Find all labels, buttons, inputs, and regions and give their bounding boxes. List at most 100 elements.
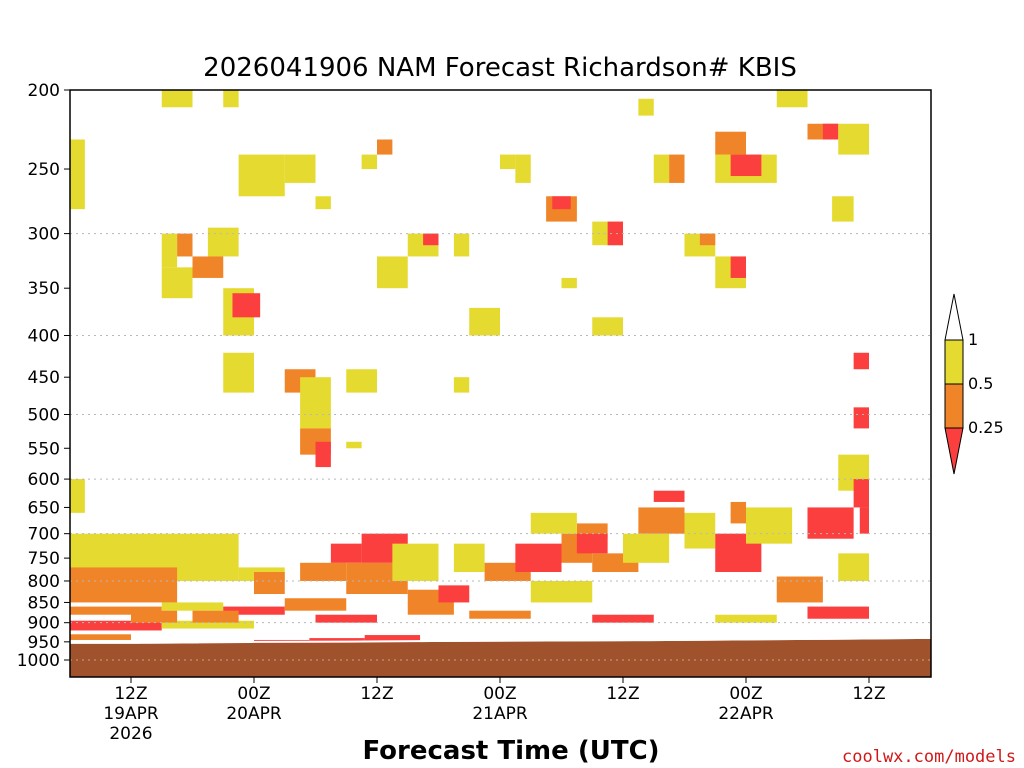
legend-arrow-high [944, 293, 964, 341]
heatmap-cell [730, 501, 746, 524]
heatmap-cell [161, 267, 193, 299]
heatmap-cell [453, 543, 485, 573]
heatmap-cell [232, 293, 261, 318]
heatmap-cell [361, 154, 377, 170]
heatmap-cell [715, 131, 746, 155]
heatmap-cell [515, 154, 531, 183]
heatmap-cell [715, 614, 777, 623]
heatmap-cell [284, 154, 316, 183]
heatmap-cell [315, 614, 377, 623]
heatmap-cell [822, 123, 839, 140]
heatmap-cell [438, 585, 470, 603]
y-tick-label: 300 [28, 225, 60, 245]
x-tick-label: 00Z [237, 684, 270, 704]
heatmap-cell [346, 369, 377, 393]
x-tick-label: 12Z [114, 684, 147, 704]
x-tick-date: 22APR [718, 704, 774, 724]
plot-area [70, 90, 932, 677]
legend: 1 0.5 0.25 [944, 293, 1004, 475]
y-tick-label: 600 [28, 470, 60, 490]
heatmap-cell [859, 507, 869, 534]
heatmap-cell [192, 610, 239, 623]
y-axis: 200 250 300 350 400 450 500 550 600 650 700 750 8008… [17, 81, 70, 671]
chart-title: 2026041906 NAM Forecast Richardson# KBIS [203, 53, 797, 83]
credit-watermark: coolwx.com/models [842, 747, 1016, 767]
heatmap-cell [469, 307, 500, 336]
legend-label: 0.5 [968, 374, 993, 393]
heatmap-cell [223, 90, 239, 108]
x-tick-date: 21APR [472, 704, 528, 724]
y-tick-label: 550 [28, 439, 60, 459]
heatmap-cell [315, 441, 331, 468]
heatmap-cell [377, 139, 393, 155]
heatmap-cell [70, 634, 131, 640]
heatmap-cell [161, 90, 193, 108]
heatmap-cell [469, 610, 531, 619]
heatmap-cell [576, 533, 608, 554]
y-tick-label: 1000 [17, 651, 60, 671]
y-tick-label: 900 [28, 614, 60, 634]
heatmap-cell [70, 620, 162, 631]
y-tick-label: 650 [28, 498, 60, 518]
heatmap-cell [699, 233, 716, 246]
heatmap-cell [638, 507, 685, 534]
heatmap-cell [623, 533, 670, 563]
surface-line [70, 636, 932, 644]
x-tick-label: 00Z [483, 684, 516, 704]
heatmap-cell [515, 543, 562, 573]
x-tick-date: 20APR [226, 704, 282, 724]
legend-label: 0.25 [968, 418, 1004, 437]
y-tick-label: 800 [28, 572, 60, 592]
y-tick-label: 250 [28, 160, 60, 180]
legend-arrow-low [944, 427, 964, 475]
heatmap-cell [832, 196, 854, 222]
heatmap-cell [838, 123, 869, 155]
heatmap-cell [853, 479, 869, 508]
heatmap-cell [346, 441, 362, 449]
heatmap-cell [561, 277, 577, 289]
heatmap-cell [223, 606, 285, 615]
heatmap-cell [776, 576, 823, 603]
legend-swatch [944, 339, 964, 385]
heatmap-cell [853, 352, 869, 370]
x-tick-year: 2026 [109, 724, 152, 744]
heatmap-cell [70, 479, 85, 513]
heatmap-cell [423, 233, 439, 246]
heatmap-cell [377, 256, 408, 289]
heatmap-cell [70, 606, 162, 615]
heatmap-cell [653, 490, 685, 502]
x-tick-label: 12Z [852, 684, 885, 704]
x-tick-label: 12Z [360, 684, 393, 704]
y-tick-label: 850 [28, 593, 60, 613]
heatmap-cell [315, 196, 331, 210]
heatmap-cell [746, 507, 793, 544]
heatmap-cell [684, 512, 716, 549]
heatmap-cell [177, 233, 193, 257]
heatmap-cell [776, 90, 808, 108]
heatmap-cell [161, 233, 178, 268]
heatmap-cell [161, 620, 254, 629]
heatmap-cell [284, 598, 347, 611]
heatmap-cell [838, 553, 869, 581]
heatmap-cell [238, 154, 285, 197]
heatmap-cell [552, 196, 571, 210]
y-tick-label: 400 [28, 326, 60, 346]
heatmap-cell [300, 377, 331, 429]
heatmap-cell [807, 606, 869, 619]
heatmap-cell [530, 512, 577, 534]
heatmap-cell [730, 256, 746, 278]
heatmap-cell [607, 221, 623, 246]
x-tick-label: 12Z [606, 684, 639, 704]
heatmap-cell [530, 580, 593, 603]
heatmap-cell [453, 233, 470, 257]
x-axis-label: Forecast Time (UTC) [362, 736, 659, 766]
heatmap-cell [392, 543, 439, 581]
heatmap-cell [653, 154, 670, 183]
x-tick-label: 00Z [729, 684, 762, 704]
heatmap-cell [500, 154, 516, 170]
legend-swatch [944, 383, 964, 429]
y-tick-label: 200 [28, 81, 60, 101]
heatmap-cell [330, 543, 362, 563]
